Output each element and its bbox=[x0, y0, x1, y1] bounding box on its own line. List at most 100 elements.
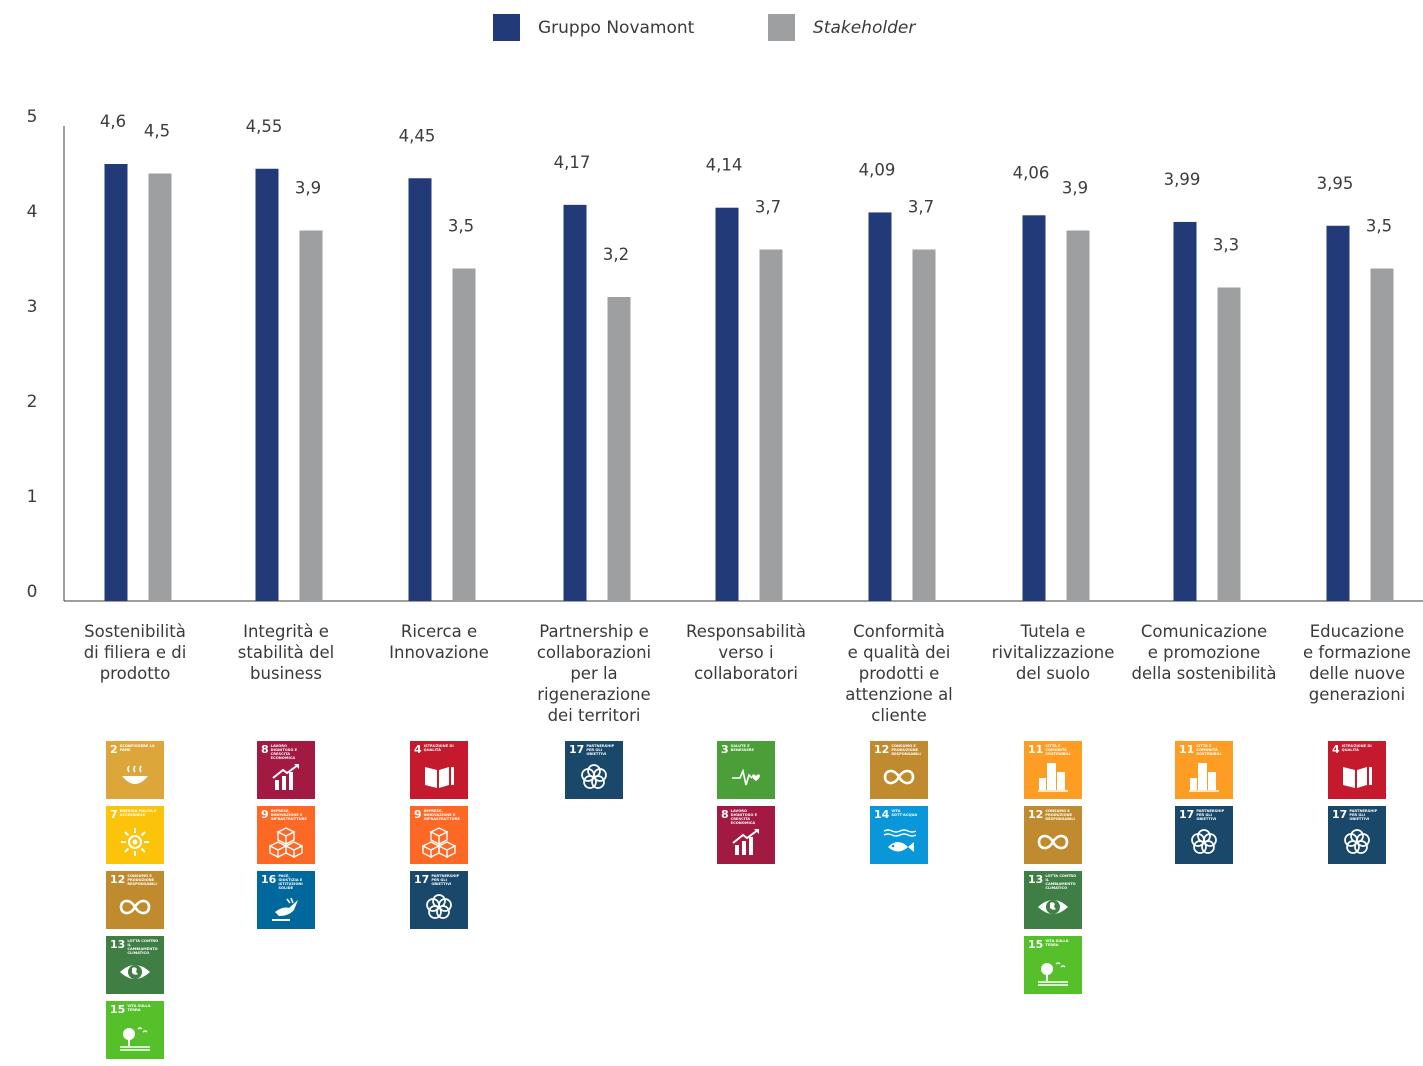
sdg-title: Sconfiggere la fame bbox=[119, 744, 155, 753]
y-tick-label: 2 bbox=[27, 392, 38, 412]
sdg-title: Energia pulita e accessibile bbox=[119, 809, 157, 818]
sdg-tile-11: 11 Città e comunità sostenibili bbox=[1024, 741, 1082, 799]
rings-icon bbox=[1191, 829, 1217, 854]
bar bbox=[104, 164, 128, 601]
bar bbox=[1370, 268, 1394, 601]
bar bbox=[1022, 215, 1046, 602]
sdg-title: Vita sulla terra bbox=[127, 1004, 151, 1013]
rings-icon bbox=[1344, 829, 1370, 854]
infinity-icon bbox=[119, 899, 151, 915]
growth-chart-icon bbox=[272, 764, 299, 790]
category-label-line: Sostenibilità bbox=[84, 622, 186, 641]
value-labels: 4,6 4,55 4,45 4,17 4,14 4,09 4,06 3,99 3,95 4,5 3,… bbox=[100, 112, 1392, 264]
category-label-line: prodotto bbox=[99, 664, 171, 683]
sdg-number: 17 bbox=[1179, 808, 1195, 821]
category-label-line: e formazione bbox=[1303, 643, 1411, 662]
data-label: 4,06 bbox=[1013, 163, 1050, 182]
sdg-title: Pace, giustizia e istituzioni solide bbox=[278, 874, 303, 891]
sdg-number: 9 bbox=[261, 808, 269, 821]
sdg-column: 8 Lavoro dignitoso e crescita economica 9 I… bbox=[257, 741, 315, 936]
category-label-line: Innovazione bbox=[389, 643, 489, 662]
sdg-tile-12: 12 Consumo e produzione responsabili bbox=[870, 741, 928, 799]
sdg-tile-7: 7 Energia pulita e accessibile bbox=[106, 806, 164, 864]
category-label-line: Responsabilità bbox=[685, 622, 806, 641]
category-label-line: della sostenibilità bbox=[1131, 664, 1277, 683]
sdg-tile-15: 15 Vita sulla terra bbox=[106, 1001, 164, 1059]
category-label-line: del suolo bbox=[1015, 664, 1091, 683]
bar bbox=[868, 212, 892, 601]
growth-chart-icon bbox=[732, 829, 759, 855]
book-icon bbox=[1343, 767, 1372, 788]
sdg-title: Lotta contro il cambiamento climatico bbox=[1045, 874, 1077, 891]
sdg-title: Istruzione di qualità bbox=[1341, 744, 1372, 753]
sdg-number: 15 bbox=[1028, 938, 1044, 951]
bar bbox=[255, 168, 279, 601]
bar bbox=[1217, 287, 1241, 601]
bar-chart: 0 1 2 3 4 5 4,6 4,55 4,45 4,17 4,14 4,09 4,06 3,99 3,… bbox=[27, 107, 1423, 602]
sdg-column: 2 Sconfiggere la fame 7 Energia pulita e ac… bbox=[106, 741, 164, 1066]
category-label-line: collaboratori bbox=[694, 664, 798, 683]
legend-label: Gruppo Novamont bbox=[538, 17, 695, 38]
eye-globe-icon bbox=[120, 965, 150, 979]
category-label: Tutela e rivitalizzazione del suolo bbox=[973, 621, 1133, 684]
sdg-tile-17: 17 Partnership per gli obiettivi bbox=[410, 871, 468, 929]
category-label: Educazione e formazione delle nuove generaz… bbox=[1277, 621, 1423, 705]
heartbeat-icon bbox=[732, 768, 760, 786]
legend-item-1: Gruppo Novamont bbox=[493, 14, 694, 41]
category-label-line: cliente bbox=[871, 706, 927, 725]
sdg-number: 7 bbox=[110, 808, 118, 821]
y-axis-ticks: 0 1 2 3 4 5 bbox=[27, 107, 38, 602]
sdg-title: Consumo e produzione responsabili bbox=[127, 874, 157, 887]
data-label: 4,6 bbox=[100, 112, 126, 131]
legend-item-2: Stakeholder bbox=[768, 14, 915, 41]
bar bbox=[408, 178, 432, 601]
bar bbox=[1066, 230, 1090, 601]
sdg-title: Consumo e produzione responsabili bbox=[891, 744, 921, 757]
bar bbox=[1326, 225, 1350, 601]
sdg-number: 17 bbox=[569, 743, 585, 756]
sdg-tile-4: 4 Istruzione di qualità bbox=[1328, 741, 1386, 799]
sdg-title: Imprese, innovazione e infrastrutture bbox=[423, 809, 460, 822]
y-tick-label: 1 bbox=[27, 487, 38, 507]
tree-icon bbox=[1038, 962, 1068, 986]
sdg-column: 4 Istruzione di qualità 9 Imprese, innovazi… bbox=[410, 741, 468, 936]
rings-icon bbox=[426, 894, 452, 919]
sun-icon bbox=[121, 828, 149, 856]
y-tick-label: 4 bbox=[27, 202, 38, 222]
category-label-line: prodotti e bbox=[858, 664, 940, 683]
sdg-tile-17: 17 Partnership per gli obiettivi bbox=[1328, 806, 1386, 864]
bar bbox=[607, 297, 631, 601]
sdg-number: 17 bbox=[1332, 808, 1348, 821]
sdg-number: 12 bbox=[1028, 808, 1044, 821]
data-label: 3,7 bbox=[755, 198, 781, 217]
infinity-icon bbox=[883, 769, 915, 785]
bar bbox=[912, 249, 936, 601]
sdg-tile-3: 3 Salute e benessere bbox=[717, 741, 775, 799]
sdg-number: 11 bbox=[1028, 743, 1044, 756]
y-tick-label: 0 bbox=[27, 582, 38, 602]
category-label: Responsabilità verso i collaboratori bbox=[666, 621, 826, 684]
sdg-tile-4: 4 Istruzione di qualità bbox=[410, 741, 468, 799]
sdg-title: Salute e benessere bbox=[730, 744, 755, 753]
data-label: 4,09 bbox=[859, 160, 896, 179]
sdg-title: Lotta contro il cambiamento climatico bbox=[127, 939, 159, 956]
sdg-tile-15: 15 Vita sulla terra bbox=[1024, 936, 1082, 994]
data-label: 4,45 bbox=[399, 126, 436, 145]
sdg-tile-11: 11 Città e comunità sostenibili bbox=[1175, 741, 1233, 799]
sdg-number: 12 bbox=[874, 743, 890, 756]
sdg-tile-8: 8 Lavoro dignitoso e crescita economica bbox=[717, 806, 775, 864]
book-icon bbox=[425, 767, 454, 788]
sdg-title: Vita sulla terra bbox=[1045, 939, 1069, 948]
sdg-number: 17 bbox=[414, 873, 430, 886]
sdg-tile-12: 12 Consumo e produzione responsabili bbox=[1024, 806, 1082, 864]
bar bbox=[563, 204, 587, 601]
category-label: Ricerca e Innovazione bbox=[359, 621, 519, 663]
data-label: 4,14 bbox=[706, 156, 743, 175]
sdg-title: Partnership per gli obiettivi bbox=[586, 744, 615, 757]
category-label: Integrità e stabilità del business bbox=[206, 621, 366, 684]
sdg-number: 13 bbox=[1028, 873, 1044, 886]
sdg-number: 16 bbox=[261, 873, 277, 886]
category-label-line: Comunicazione bbox=[1140, 622, 1268, 641]
category-label-line: Ricerca e bbox=[400, 622, 478, 641]
y-tick-label: 5 bbox=[27, 107, 38, 127]
